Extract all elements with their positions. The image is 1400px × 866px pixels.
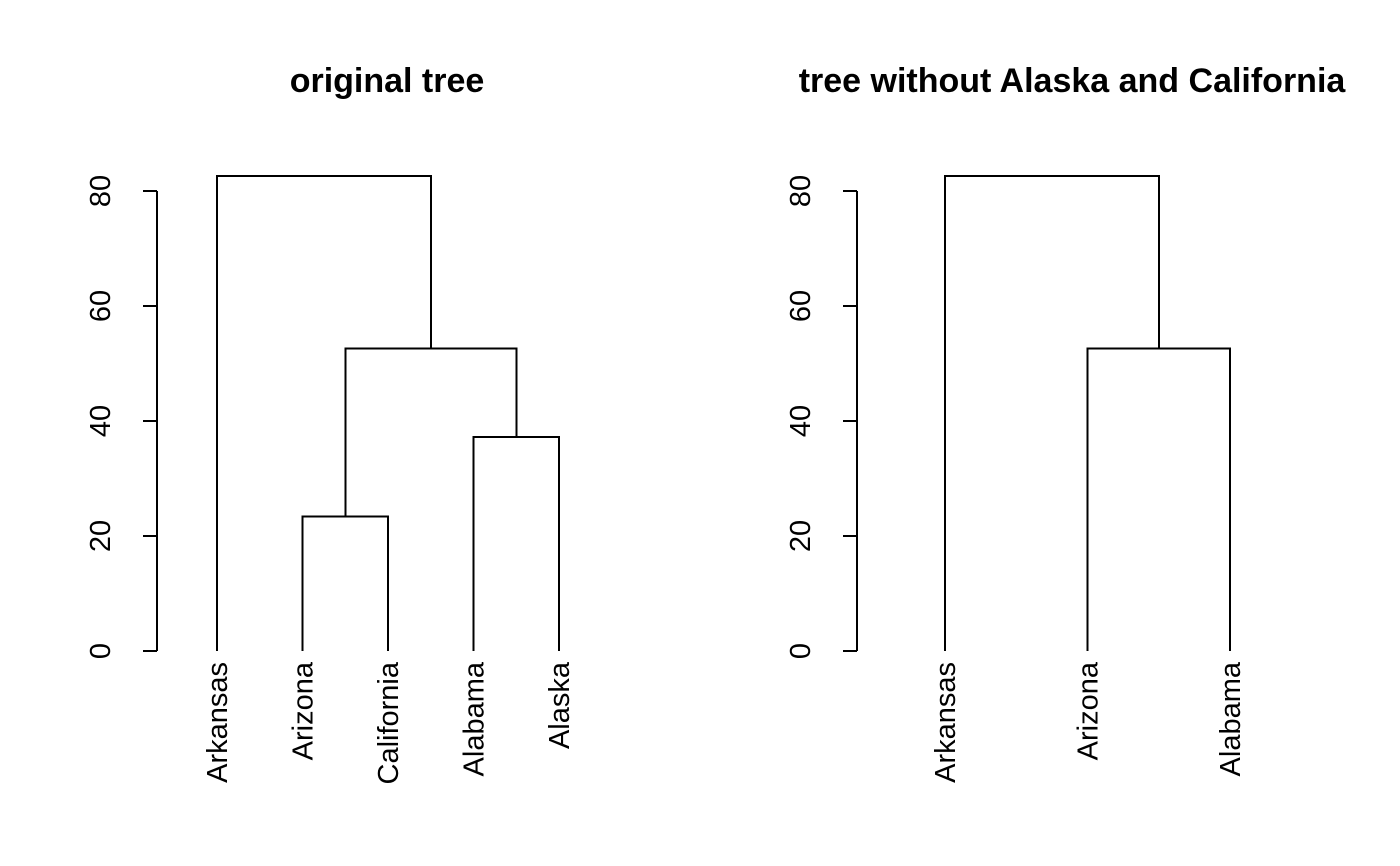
- panel-title-tree-without-alaska-california: tree without Alaska and California: [799, 62, 1347, 100]
- leaf-labels-tree-without-alaska-california: Arkansas Arizona Alabama: [930, 661, 1247, 783]
- y-tick-label: 60: [785, 290, 817, 322]
- leaf-labels-original-tree: Arkansas Arizona California Alabama Alaska: [202, 661, 576, 784]
- y-axis-original-tree: 0 20 40 60 80: [85, 175, 158, 659]
- merge-arkansas-with-arizona-alabama: [944, 175, 1160, 651]
- y-tick-label: 0: [85, 643, 117, 659]
- y-tick-label: 0: [785, 643, 817, 659]
- panel-original-tree: original tree 0 20 40 60 80 Arkansas Arizona C…: [85, 62, 576, 785]
- tree-original-tree: [216, 175, 560, 651]
- leaf-label-alabama: Alabama: [459, 661, 491, 776]
- y-axis-tree-without-alaska-california: 0 20 40 60 80: [785, 175, 858, 659]
- merge-arizona-with-alabama: [1086, 347, 1231, 651]
- y-tick-label: 20: [85, 520, 117, 552]
- panel-title-original-tree: original tree: [290, 62, 485, 100]
- merge-arizona-with-california: [301, 515, 389, 651]
- y-tick-label: 60: [85, 290, 117, 322]
- leaf-label-alabama: Alabama: [1215, 661, 1247, 776]
- leaf-label-california: California: [373, 661, 405, 784]
- y-tick-label: 40: [785, 405, 817, 437]
- leaf-label-arkansas: Arkansas: [930, 662, 962, 783]
- panel-tree-without-alaska-california: tree without Alaska and California 0 20 40…: [785, 62, 1346, 783]
- tree-tree-without-alaska-california: [944, 175, 1231, 651]
- leaf-label-arizona: Arizona: [288, 661, 320, 760]
- y-tick-label: 80: [85, 175, 117, 207]
- merge-alabama-with-alaska: [472, 436, 560, 651]
- y-tick-label: 40: [85, 405, 117, 437]
- leaf-label-arkansas: Arkansas: [202, 662, 234, 783]
- leaf-label-arizona: Arizona: [1073, 661, 1105, 760]
- merge-arkansas-with-arizona-california-alabama-alaska: [216, 175, 432, 651]
- y-tick-label: 80: [785, 175, 817, 207]
- merge-arizona-california-with-alabama-alaska: [344, 347, 518, 517]
- y-tick-label: 20: [785, 520, 817, 552]
- leaf-label-alaska: Alaska: [544, 661, 576, 749]
